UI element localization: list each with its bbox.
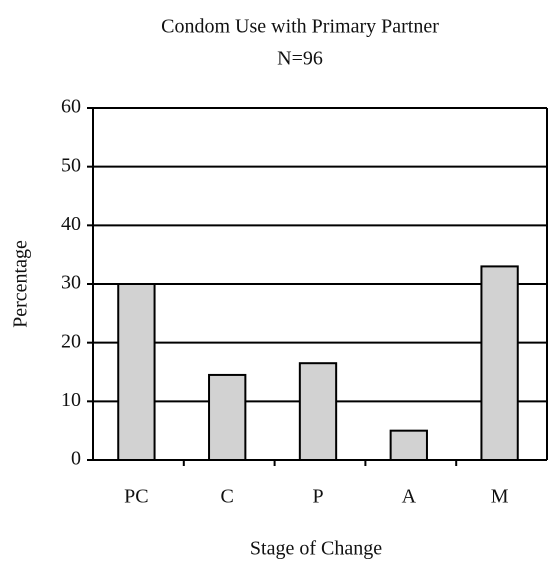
chart-subtitle: N=96 xyxy=(277,48,323,70)
x-tick-label: A xyxy=(402,486,417,508)
y-axis-label: Percentage xyxy=(10,240,32,328)
bar xyxy=(480,265,519,461)
y-tick-label: 40 xyxy=(61,213,81,235)
y-tick-label: 10 xyxy=(61,389,81,411)
y-tick-label: 30 xyxy=(61,272,81,294)
x-tick-label: C xyxy=(221,486,234,508)
y-tick-label: 50 xyxy=(61,154,81,176)
y-tick-label: 0 xyxy=(71,448,81,470)
bar xyxy=(298,362,338,462)
x-axis-label: Stage of Change xyxy=(250,538,382,560)
chart-title: Condom Use with Primary Partner xyxy=(161,16,439,38)
x-tick-label: M xyxy=(491,486,509,508)
x-tick-label: P xyxy=(312,486,323,508)
y-tick-label: 20 xyxy=(61,330,81,352)
bar xyxy=(208,373,247,461)
y-tick-label: 60 xyxy=(61,96,81,118)
x-tick-label: PC xyxy=(124,486,148,508)
bar xyxy=(117,283,156,461)
bar xyxy=(389,429,428,461)
